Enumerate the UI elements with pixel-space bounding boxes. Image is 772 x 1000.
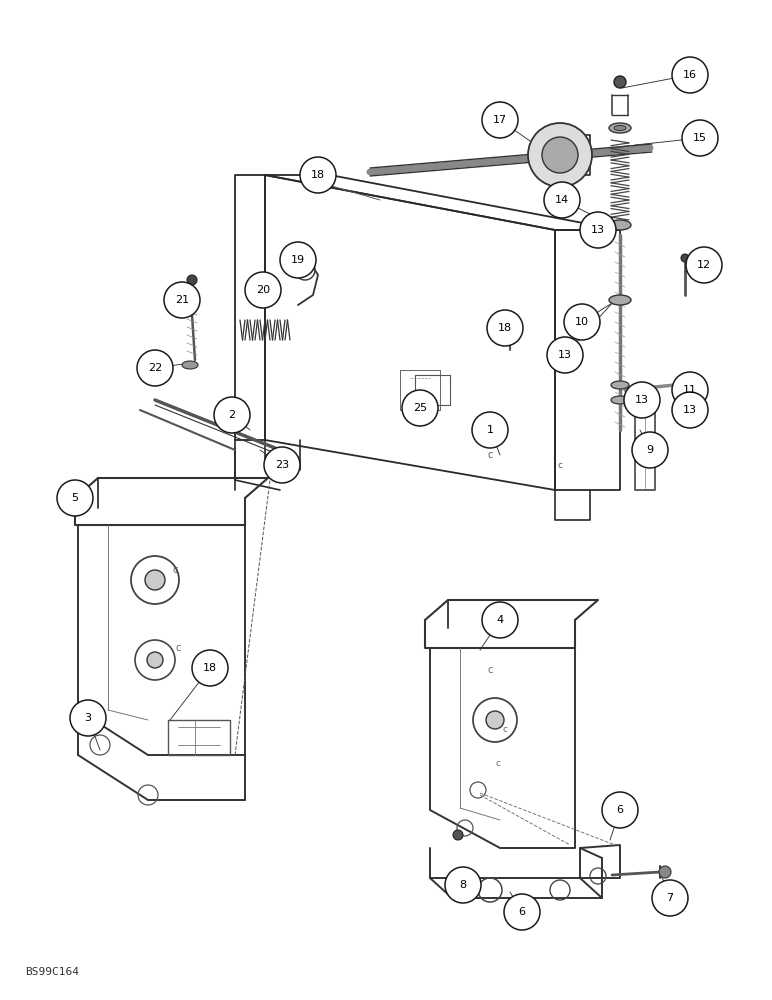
Circle shape [686, 247, 722, 283]
Text: 6: 6 [617, 805, 624, 815]
Text: 23: 23 [275, 460, 289, 470]
Circle shape [602, 792, 638, 828]
Circle shape [482, 102, 518, 138]
Circle shape [632, 432, 668, 468]
Circle shape [280, 242, 316, 278]
Circle shape [445, 867, 481, 903]
Circle shape [486, 711, 504, 729]
Circle shape [504, 894, 540, 930]
Circle shape [624, 382, 660, 418]
Text: BS99C164: BS99C164 [25, 967, 79, 977]
Text: 13: 13 [558, 350, 572, 360]
Text: 22: 22 [148, 363, 162, 373]
Text: 11: 11 [683, 385, 697, 395]
Text: c: c [496, 758, 500, 768]
Circle shape [245, 272, 281, 308]
Circle shape [547, 337, 583, 373]
Text: 3: 3 [84, 713, 92, 723]
Circle shape [672, 57, 708, 93]
Circle shape [544, 182, 580, 218]
Text: 15: 15 [693, 133, 707, 143]
Circle shape [57, 480, 93, 516]
Circle shape [681, 254, 689, 262]
Text: 1: 1 [486, 425, 493, 435]
Text: 18: 18 [311, 170, 325, 180]
Text: 21: 21 [175, 295, 189, 305]
Circle shape [674, 378, 686, 390]
Circle shape [453, 830, 463, 840]
Circle shape [214, 397, 250, 433]
Circle shape [487, 310, 523, 346]
Circle shape [164, 282, 200, 318]
Circle shape [564, 304, 600, 340]
Text: c: c [557, 460, 563, 470]
Text: 8: 8 [459, 880, 466, 890]
Ellipse shape [614, 125, 626, 130]
Ellipse shape [611, 381, 629, 389]
Circle shape [402, 390, 438, 426]
Circle shape [187, 275, 197, 285]
Text: 17: 17 [493, 115, 507, 125]
Circle shape [614, 76, 626, 88]
Circle shape [137, 350, 173, 386]
Text: 2: 2 [229, 410, 235, 420]
Text: c: c [172, 565, 178, 575]
Text: c: c [487, 450, 493, 460]
Text: 13: 13 [635, 395, 649, 405]
Circle shape [472, 412, 508, 448]
Circle shape [264, 447, 300, 483]
Text: c: c [503, 726, 507, 734]
Circle shape [502, 327, 518, 343]
Circle shape [192, 650, 228, 686]
Text: 10: 10 [575, 317, 589, 327]
Text: 20: 20 [256, 285, 270, 295]
Text: 19: 19 [291, 255, 305, 265]
Text: 14: 14 [555, 195, 569, 205]
Circle shape [482, 602, 518, 638]
Circle shape [300, 157, 336, 193]
Text: 7: 7 [666, 893, 673, 903]
Circle shape [672, 372, 708, 408]
Text: c: c [487, 665, 493, 675]
Text: 13: 13 [591, 225, 605, 235]
Text: 12: 12 [697, 260, 711, 270]
Text: 25: 25 [413, 403, 427, 413]
Circle shape [659, 866, 671, 878]
Circle shape [652, 880, 688, 916]
Circle shape [145, 570, 165, 590]
Text: 16: 16 [683, 70, 697, 80]
Circle shape [682, 120, 718, 156]
Text: 9: 9 [646, 445, 654, 455]
Text: c: c [175, 643, 181, 653]
Circle shape [147, 652, 163, 668]
Circle shape [70, 700, 106, 736]
Text: 13: 13 [683, 405, 697, 415]
Text: 18: 18 [498, 323, 512, 333]
Text: 5: 5 [72, 493, 79, 503]
Circle shape [672, 392, 708, 428]
Text: c: c [97, 716, 103, 724]
Circle shape [318, 168, 326, 176]
Text: 4: 4 [496, 615, 503, 625]
Text: 6: 6 [519, 907, 526, 917]
Circle shape [528, 123, 592, 187]
Text: 18: 18 [203, 663, 217, 673]
Circle shape [542, 137, 578, 173]
Ellipse shape [182, 361, 198, 369]
Ellipse shape [609, 220, 631, 230]
Ellipse shape [609, 123, 631, 133]
Ellipse shape [609, 295, 631, 305]
Circle shape [580, 212, 616, 248]
Ellipse shape [611, 396, 629, 404]
